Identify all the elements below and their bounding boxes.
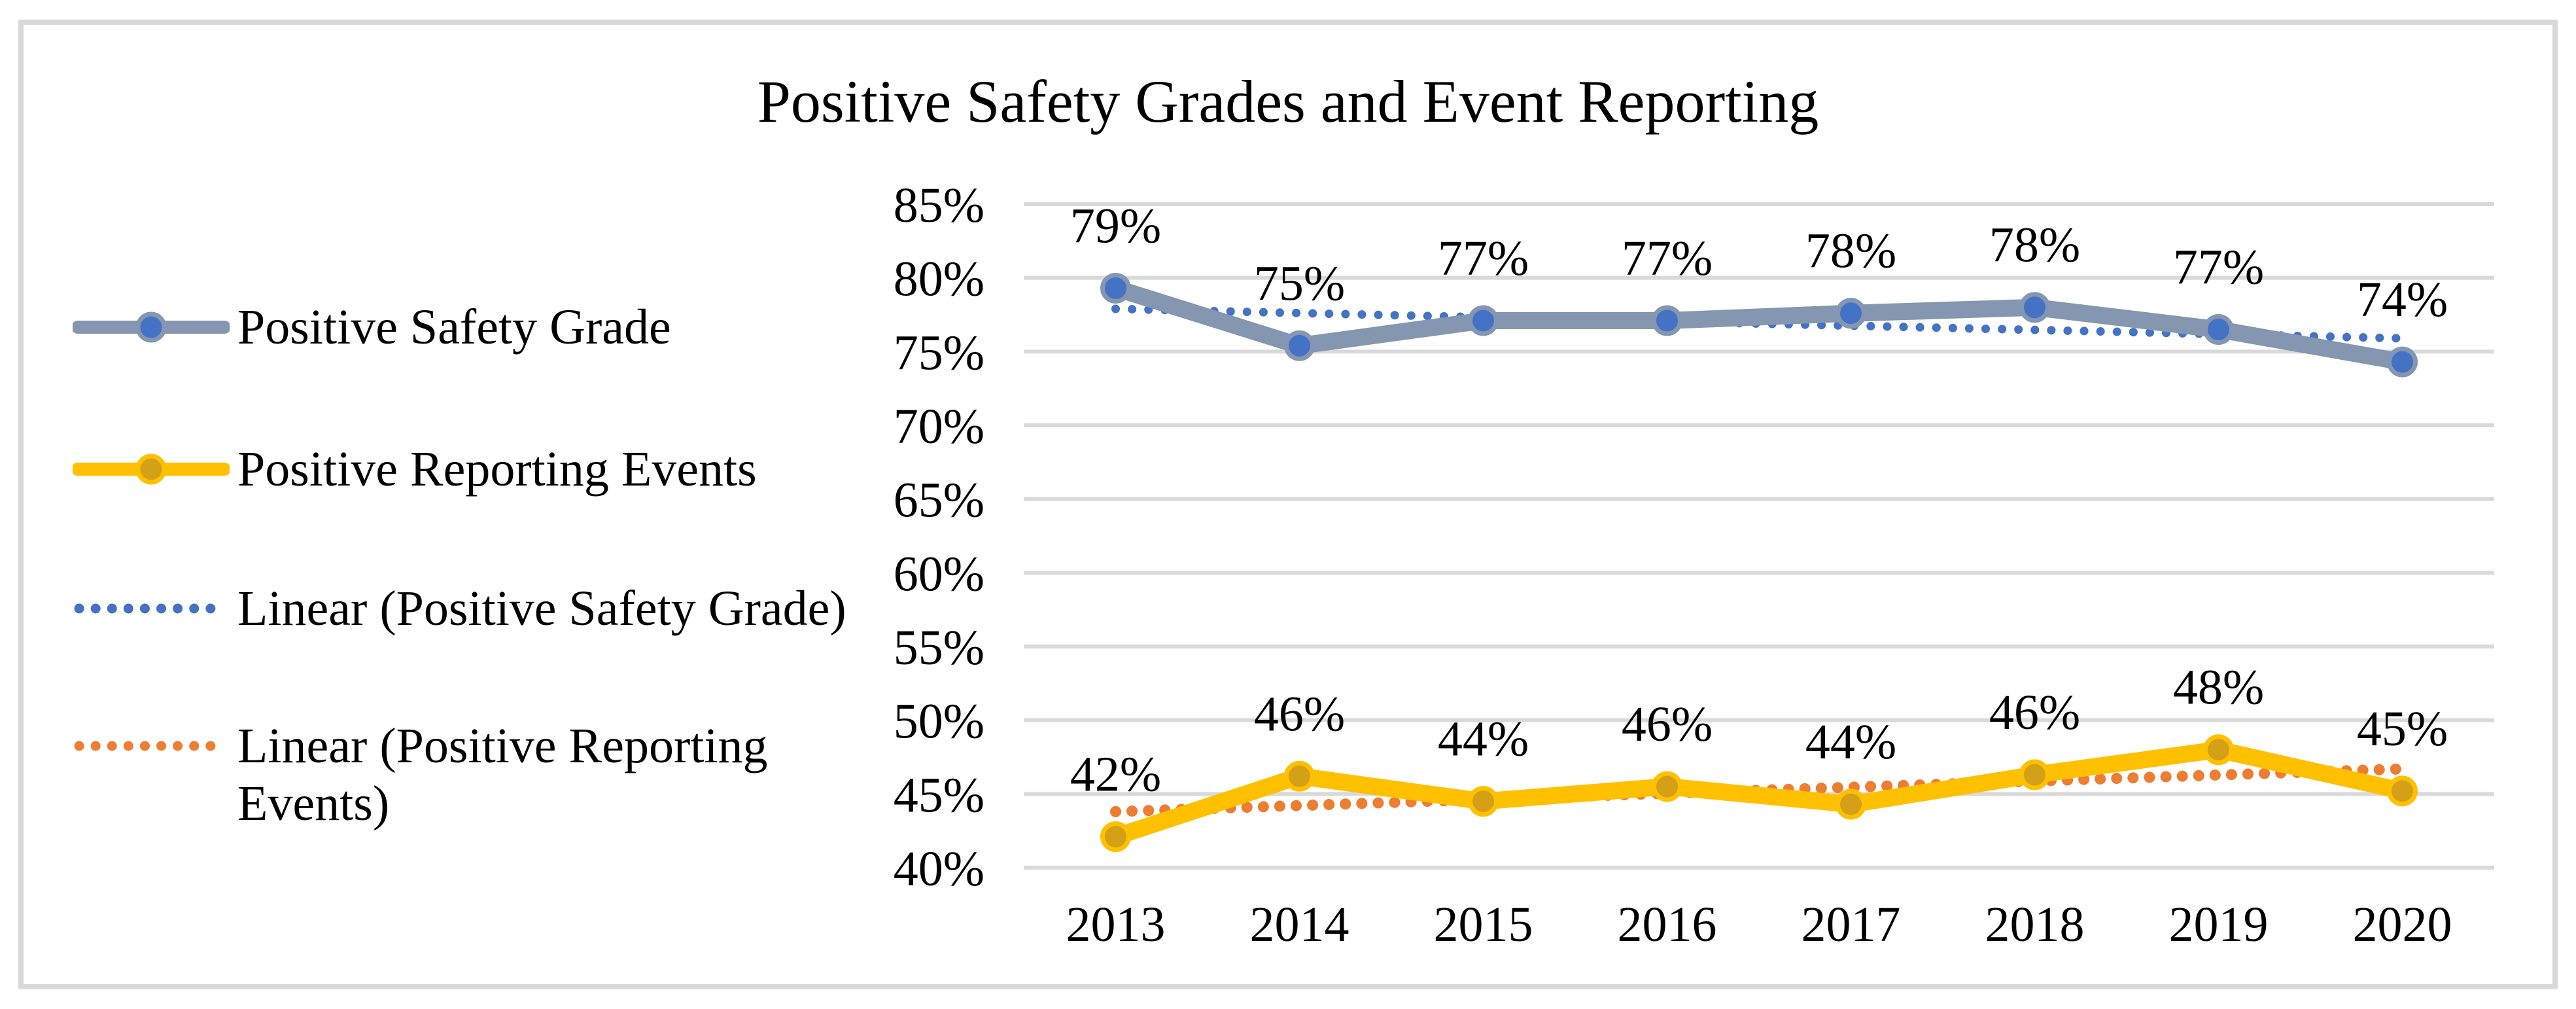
series-line-positive-reporting-events[interactable] [1107, 741, 2411, 845]
data-point-label-positive-safety-grade-2019: 77% [2173, 240, 2264, 295]
x-axis-tick-label: 2013 [1066, 897, 1166, 952]
data-point-marker-positive-reporting-events-2013[interactable] [1100, 821, 1131, 853]
data-point-label-positive-safety-grade-2014: 75% [1254, 256, 1345, 311]
data-point-marker-positive-reporting-events-2019[interactable] [2203, 734, 2234, 766]
data-point-marker-positive-safety-grade-2014[interactable] [1284, 330, 1315, 361]
y-axis-tick-label: 70% [894, 399, 984, 454]
data-point-marker-positive-reporting-events-2016[interactable] [1652, 771, 1682, 802]
x-axis-tick-label: 2018 [1985, 897, 2085, 952]
y-axis-tick-label: 75% [894, 325, 984, 380]
legend-label: Positive Reporting Events [237, 442, 757, 497]
legend-solid-line-marker-icon [71, 440, 231, 498]
data-point-label-positive-reporting-events-2013: 42% [1070, 747, 1161, 802]
legend-solid-line-marker-icon [71, 298, 231, 356]
data-point-label-positive-reporting-events-2016: 46% [1622, 697, 1713, 752]
legend-label: Linear (Positive Reporting Events) [237, 718, 768, 831]
data-point-label-positive-safety-grade-2013: 79% [1070, 198, 1161, 253]
data-point-marker-positive-reporting-events-2020[interactable] [2387, 775, 2418, 807]
data-point-label-positive-safety-grade-2017: 78% [1805, 224, 1896, 279]
chart-title: Positive Safety Grades and Event Reporti… [757, 68, 1819, 135]
data-point-label-positive-reporting-events-2020: 45% [2357, 701, 2448, 756]
data-point-label-positive-reporting-events-2017: 44% [1805, 715, 1896, 770]
data-point-label-positive-safety-grade-2018: 78% [1989, 218, 2080, 273]
chart-frame [18, 20, 2558, 989]
data-point-label-positive-reporting-events-2015: 44% [1438, 712, 1529, 767]
data-point-marker-positive-safety-grade-2020[interactable] [2387, 346, 2418, 378]
y-axis-tick-label: 80% [894, 252, 984, 307]
legend-item-linear-positive-safety-grade[interactable]: Linear (Positive Safety Grade) [73, 580, 846, 637]
legend-item-linear-positive-reporting-events[interactable]: Linear (Positive Reporting Events) [73, 717, 879, 832]
data-point-marker-positive-reporting-events-2017[interactable] [1836, 788, 1866, 820]
data-point-label-positive-reporting-events-2018: 46% [1989, 685, 2080, 740]
series-line-positive-safety-grade[interactable] [1107, 279, 2411, 371]
data-point-label-positive-safety-grade-2020: 74% [2357, 272, 2448, 327]
legend-item-positive-reporting-events[interactable]: Positive Reporting Events [71, 440, 757, 498]
data-point-marker-positive-safety-grade-2015[interactable] [1468, 305, 1499, 336]
y-axis-tick-label: 40% [894, 841, 984, 896]
legend-item-positive-safety-grade[interactable]: Positive Safety Grade [71, 298, 671, 356]
data-point-marker-positive-safety-grade-2017[interactable] [1836, 298, 1866, 329]
y-axis-tick-label: 45% [894, 768, 984, 823]
x-axis-tick-label: 2014 [1250, 897, 1349, 952]
data-point-label-positive-reporting-events-2014: 46% [1254, 686, 1345, 741]
data-point-marker-positive-safety-grade-2018[interactable] [2019, 292, 2050, 323]
x-axis-tick-label: 2016 [1618, 897, 1717, 952]
data-point-label-positive-safety-grade-2015: 77% [1438, 231, 1529, 286]
y-axis-tick-label: 55% [894, 620, 984, 675]
data-point-label-positive-reporting-events-2019: 48% [2173, 660, 2264, 715]
legend-label: Positive Safety Grade [237, 300, 671, 355]
x-axis-tick-label: 2017 [1801, 897, 1901, 952]
legend-label: Linear (Positive Safety Grade) [237, 581, 846, 636]
x-axis-tick-label: 2019 [2169, 897, 2269, 952]
data-point-marker-positive-safety-grade-2013[interactable] [1100, 272, 1131, 304]
data-point-marker-positive-reporting-events-2018[interactable] [2019, 759, 2050, 790]
y-axis-tick-label: 50% [894, 694, 984, 749]
y-axis-tick-label: 65% [894, 473, 984, 528]
y-axis-tick-label: 85% [894, 178, 984, 233]
data-point-marker-positive-safety-grade-2019[interactable] [2203, 314, 2234, 345]
x-axis-tick-label: 2020 [2353, 897, 2452, 952]
data-point-marker-positive-reporting-events-2014[interactable] [1284, 760, 1315, 792]
data-point-label-positive-safety-grade-2016: 77% [1622, 231, 1713, 286]
legend: Positive Safety Grade Positive Reporting… [0, 0, 1020, 1009]
data-point-marker-positive-safety-grade-2016[interactable] [1652, 305, 1682, 336]
data-point-marker-positive-reporting-events-2015[interactable] [1468, 786, 1499, 817]
x-axis-tick-label: 2015 [1434, 897, 1533, 952]
y-axis-tick-label: 60% [894, 546, 984, 601]
